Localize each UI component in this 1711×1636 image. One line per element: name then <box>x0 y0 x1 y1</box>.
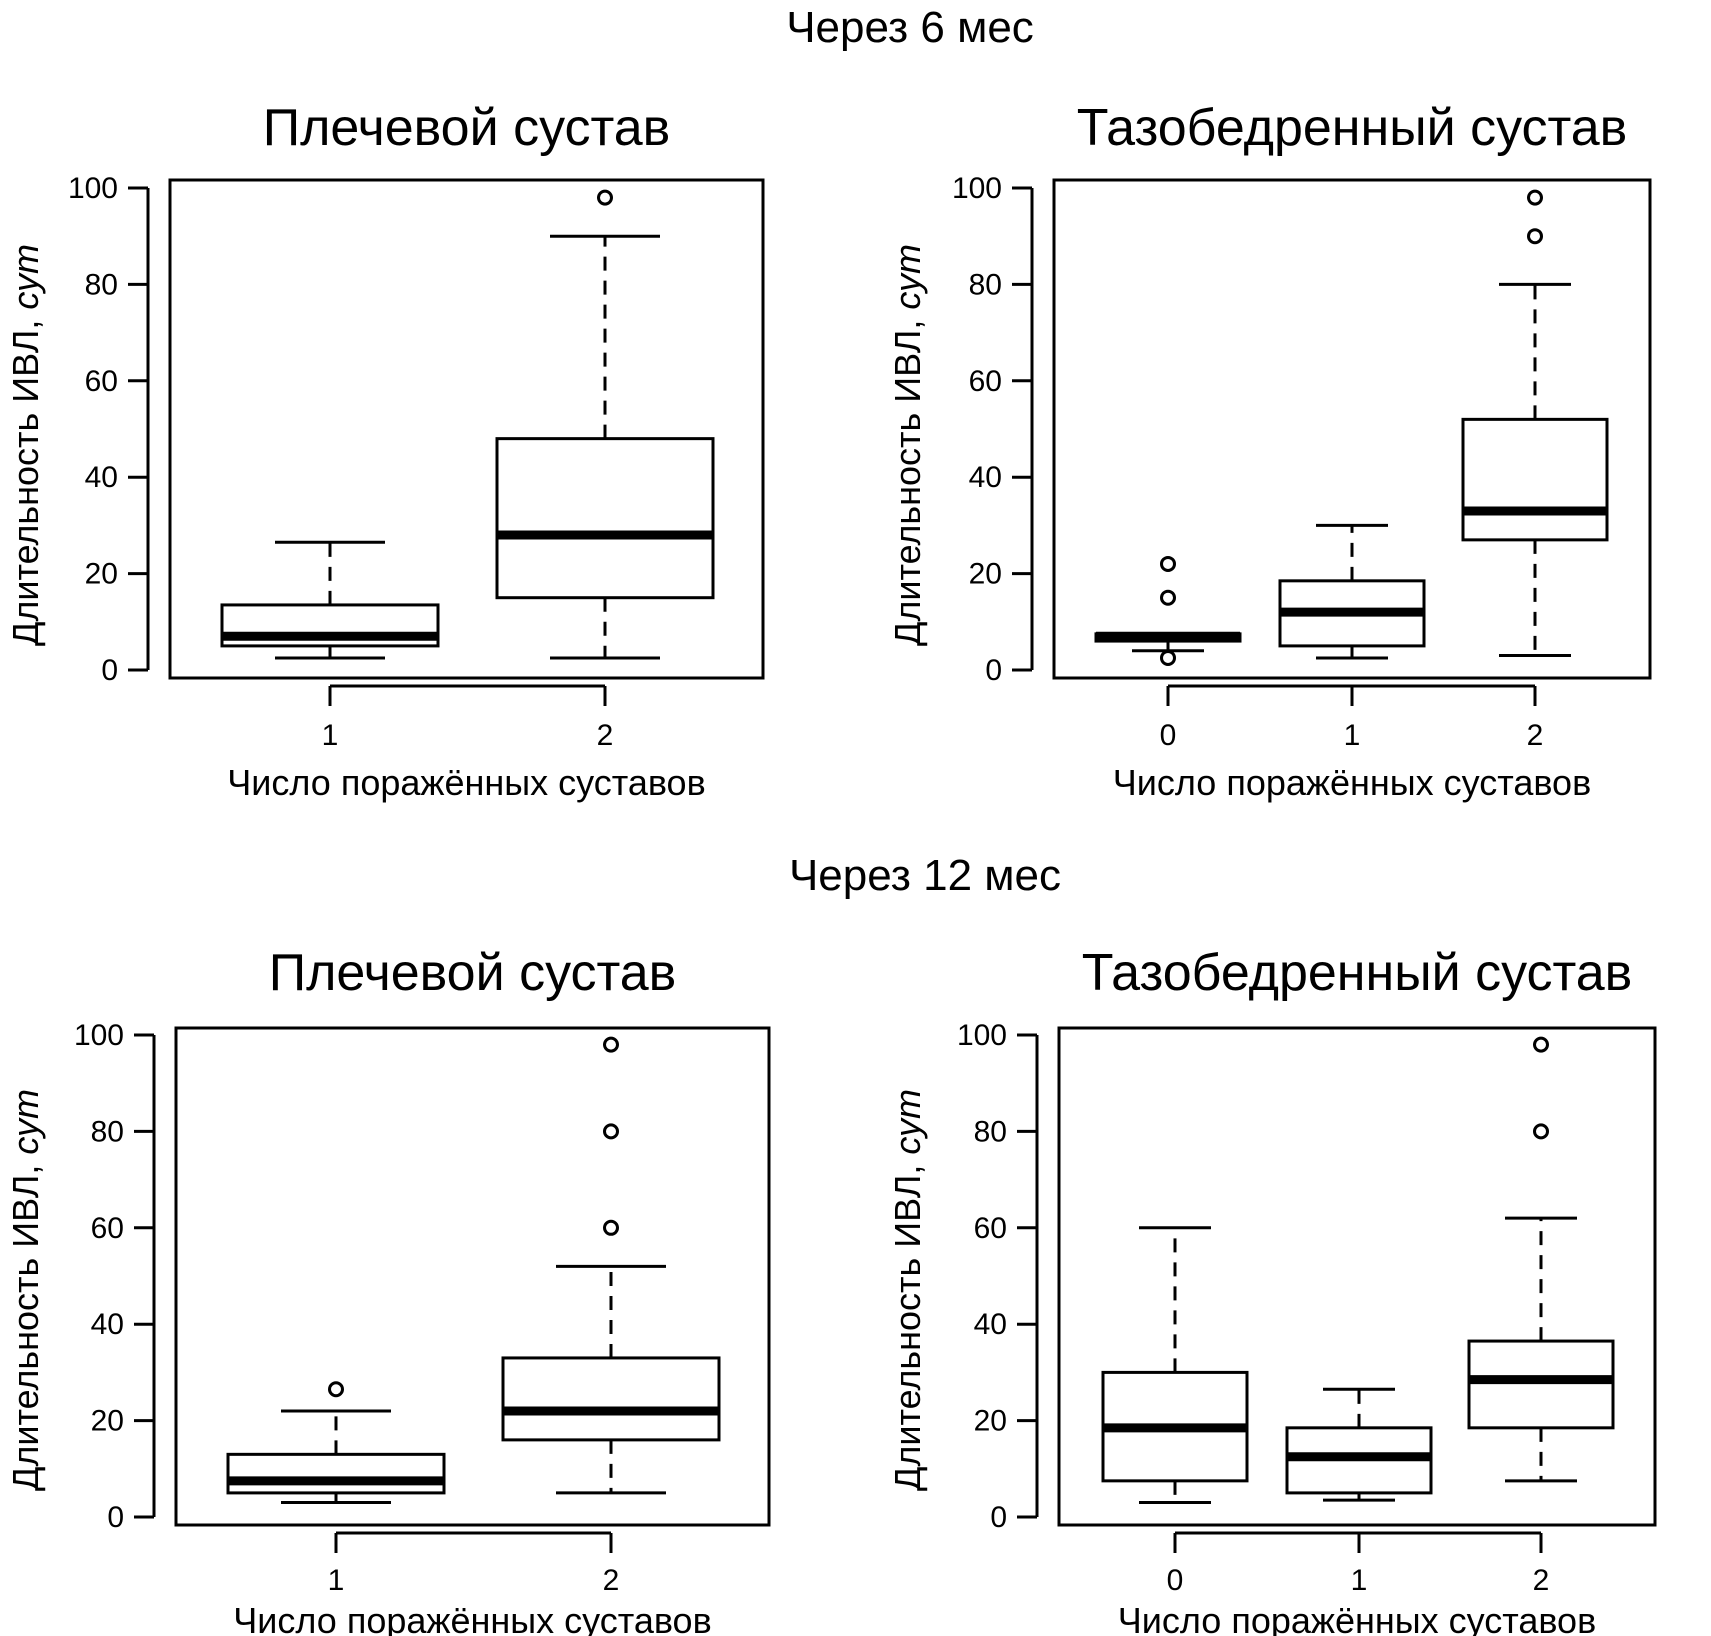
panel-title: Тазобедренный сустав <box>1077 99 1628 157</box>
boxplot-panel: Тазобедренный сустав020406080100Длительн… <box>887 944 1657 1636</box>
y-axis-label: Длительность ИВЛ, сут <box>887 1089 928 1491</box>
x-axis-label: Число поражённых суставов <box>1118 1600 1596 1636</box>
y-tick-label: 40 <box>91 1308 124 1341</box>
outlier-point <box>328 1381 344 1398</box>
y-tick-label: 80 <box>974 1115 1007 1148</box>
x-tick-label: 1 <box>328 1564 345 1597</box>
y-tick-label: 20 <box>91 1405 124 1438</box>
y-tick-label: 0 <box>101 654 118 687</box>
x-tick-label: 1 <box>322 719 339 752</box>
y-tick-label: 0 <box>990 1501 1007 1534</box>
y-tick-label: 100 <box>957 1019 1007 1052</box>
y-axis-label-unit: сут <box>887 244 928 310</box>
y-tick-label: 80 <box>969 268 1002 301</box>
x-tick-label: 2 <box>603 1564 620 1597</box>
plot-frame <box>1057 1026 1657 1527</box>
y-tick-label: 20 <box>969 558 1002 591</box>
x-tick-label: 0 <box>1167 1564 1184 1597</box>
x-tick-label: 2 <box>1527 719 1544 752</box>
iqr-box <box>1467 1339 1615 1430</box>
panel-title: Плечевой сустав <box>263 99 671 157</box>
x-tick-label: 2 <box>597 719 614 752</box>
section-title-12-months: Через 12 мес <box>789 851 1061 900</box>
y-tick-label: 80 <box>91 1115 124 1148</box>
x-tick-label: 1 <box>1344 719 1361 752</box>
y-tick-label: 0 <box>107 1501 124 1534</box>
boxplot-panel: Плечевой сустав 0 20 40 60 80 100 Длительность … <box>5 944 771 1636</box>
y-axis-label-unit: сут <box>5 244 46 310</box>
x-axis-label: Число поражённых суставов <box>227 762 705 803</box>
y-tick-label: 100 <box>74 1019 124 1052</box>
iqr-box <box>501 1356 721 1442</box>
y-tick-label: 0 <box>985 654 1002 687</box>
x-tick-label: 2 <box>1533 1564 1550 1597</box>
iqr-box <box>226 1452 446 1495</box>
outlier-point <box>1160 649 1176 666</box>
boxplot-panel: Плечевой сустав 0 20 40 60 80 100 Длительность … <box>5 99 765 803</box>
x-tick-label: 1 <box>1351 1564 1368 1597</box>
panel-title: Плечевой сустав <box>269 944 677 1002</box>
outlier-point <box>1527 189 1543 206</box>
y-tick-label: 80 <box>85 268 118 301</box>
y-tick-label: 60 <box>969 365 1002 398</box>
iqr-box <box>495 437 715 600</box>
panel-title: Тазобедренный сустав <box>1082 944 1633 1002</box>
y-axis-label: Длительность ИВЛ, сут <box>5 1089 46 1491</box>
y-axis-label-text: Длительность ИВЛ, <box>887 310 928 646</box>
outlier-point <box>603 1123 619 1140</box>
y-tick-label: 60 <box>85 365 118 398</box>
y-tick-label: 40 <box>974 1308 1007 1341</box>
y-axis-label: Длительность ИВЛ, сут <box>887 244 928 646</box>
x-axis-label: Число поражённых суставов <box>233 1600 711 1636</box>
plot-frame <box>174 1026 771 1527</box>
y-axis-label-text: Длительность ИВЛ, <box>887 1155 928 1491</box>
outlier-point <box>603 1219 619 1236</box>
y-tick-label: 40 <box>969 461 1002 494</box>
outlier-point <box>597 189 613 206</box>
boxplot-panel: Тазобедренный сустав020406080100Длительн… <box>887 99 1652 803</box>
y-axis-label: Длительность ИВЛ, сут <box>5 244 46 646</box>
outlier-point <box>1160 589 1176 606</box>
plot-frame <box>1052 178 1652 680</box>
y-tick-label: 20 <box>974 1405 1007 1438</box>
y-tick-label: 40 <box>85 461 118 494</box>
y-tick-label: 100 <box>952 172 1002 205</box>
iqr-box <box>1461 417 1609 542</box>
y-tick-label: 60 <box>91 1212 124 1245</box>
y-axis-label-text: Длительность ИВЛ, <box>5 1155 46 1491</box>
x-tick-label: 0 <box>1160 719 1177 752</box>
y-tick-label: 60 <box>974 1212 1007 1245</box>
outlier-point <box>1533 1123 1549 1140</box>
y-axis-label-unit: сут <box>5 1089 46 1155</box>
y-axis-label-text: Длительность ИВЛ, <box>5 310 46 646</box>
section-title-6-months: Через 6 мес <box>786 3 1034 52</box>
outlier-point <box>603 1036 619 1053</box>
x-axis-label: Число поражённых суставов <box>1113 762 1591 803</box>
outlier-point <box>1160 555 1176 572</box>
y-axis-label-unit: сут <box>887 1089 928 1155</box>
outlier-point <box>1533 1036 1549 1053</box>
y-tick-label: 20 <box>85 558 118 591</box>
y-tick-label: 100 <box>68 172 118 205</box>
plot-frame <box>168 178 765 680</box>
outlier-point <box>1527 228 1543 245</box>
